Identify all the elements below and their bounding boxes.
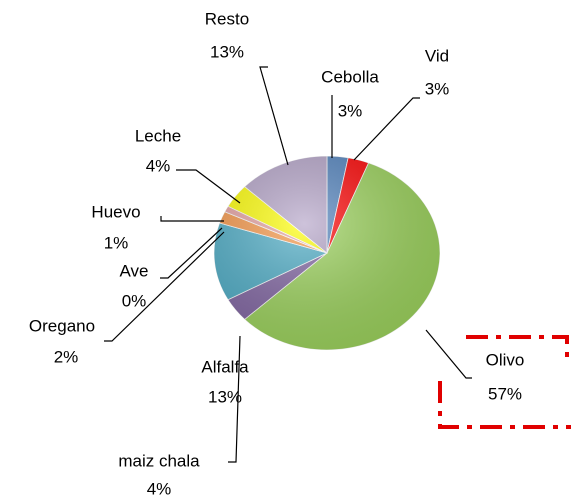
slice-value-label: 1% — [104, 233, 129, 252]
slice-value-label: 57% — [488, 384, 522, 403]
slice-label: Cebolla — [321, 67, 379, 86]
leader-line — [259, 66, 289, 166]
slice-value-label: 0% — [122, 291, 147, 310]
slice-value-label: 3% — [425, 79, 450, 98]
slice-label: Alfalfa — [201, 357, 249, 376]
slice-label: Olivo — [486, 350, 525, 369]
slice-label: Oregano — [29, 316, 95, 335]
slice-label: Huevo — [91, 202, 140, 221]
leader-line — [176, 169, 241, 204]
highlight-box — [438, 335, 571, 429]
slice-value-label: 3% — [338, 101, 363, 120]
slice-label: maiz chala — [118, 451, 200, 470]
slice-value-label: 4% — [147, 479, 172, 498]
leader-line — [353, 97, 420, 161]
slice-label: Leche — [135, 126, 181, 145]
slice-label: Vid — [425, 46, 449, 65]
leader-line — [104, 231, 225, 342]
slice-value-label: 4% — [146, 156, 171, 175]
leader-line — [160, 227, 223, 279]
slice-label: Ave — [120, 261, 149, 280]
leader-line — [425, 329, 472, 379]
leader-lines — [104, 66, 472, 463]
leader-line — [160, 216, 224, 222]
slice-value-label: 2% — [54, 347, 79, 366]
slice-label: Resto — [205, 9, 249, 28]
leader-line — [228, 335, 241, 463]
slice-value-label: 13% — [210, 42, 244, 61]
slice-value-label: 13% — [208, 387, 242, 406]
pie — [213, 155, 441, 351]
